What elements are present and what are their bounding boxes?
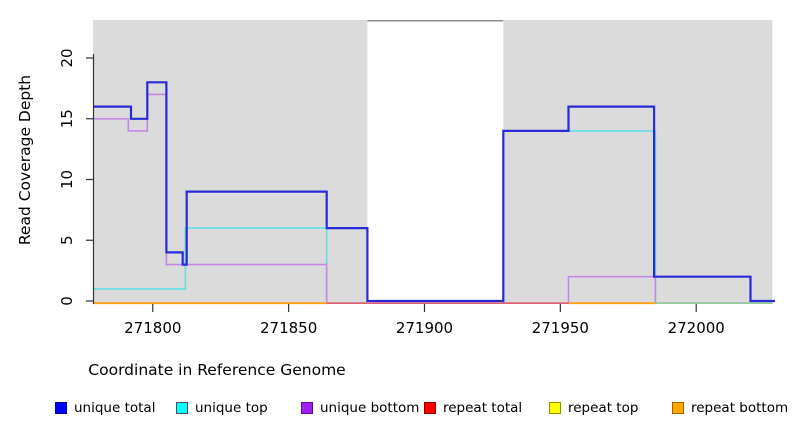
legend-item-repeat-top: repeat top xyxy=(549,399,638,417)
legend-label: unique top xyxy=(195,400,268,416)
series-unique-bottom xyxy=(93,93,773,304)
x-tick-label: 271800 xyxy=(124,319,181,337)
legend-item-unique-bottom: unique bottom xyxy=(301,399,419,417)
legend-swatch-unique-total xyxy=(55,402,67,414)
legend: unique total unique top unique bottom repea… xyxy=(0,399,792,423)
y-tick-label: 5 xyxy=(58,235,76,245)
legend-item-repeat-bottom: repeat bottom xyxy=(672,399,788,417)
legend-label: repeat bottom xyxy=(691,400,789,416)
legend-label: repeat total xyxy=(443,400,523,416)
x-axis-title-text: Coordinate in Reference Genome xyxy=(88,361,346,379)
legend-swatch-unique-bottom xyxy=(301,402,313,414)
legend-swatch-unique-top xyxy=(176,402,188,414)
x-tick-label: 271850 xyxy=(260,319,317,337)
legend-swatch-repeat-total xyxy=(424,402,436,414)
y-tick-label: 15 xyxy=(58,109,76,128)
y-tick-label: 0 xyxy=(58,296,76,306)
x-tick-label: 271950 xyxy=(532,319,589,337)
x-axis-title: Coordinate in Reference Genome xyxy=(0,361,792,379)
y-axis-title-text: Read Coverage Depth xyxy=(16,74,34,246)
series-unique-total xyxy=(93,81,775,303)
legend-item-repeat-total: repeat total xyxy=(424,399,522,417)
y-tick-label: 20 xyxy=(58,48,76,67)
legend-label: unique bottom xyxy=(320,400,420,416)
legend-swatch-repeat-bottom xyxy=(672,402,684,414)
plot-shaded-region-left xyxy=(93,20,368,303)
legend-item-unique-top: unique top xyxy=(176,399,268,417)
legend-label: unique total xyxy=(74,400,156,416)
x-tick-label: 272000 xyxy=(668,319,725,337)
x-tick-label: 271900 xyxy=(396,319,453,337)
legend-swatch-repeat-top xyxy=(549,402,561,414)
plot-shaded-region-right xyxy=(503,20,773,303)
legend-label: repeat top xyxy=(568,400,639,416)
y-tick-label: 10 xyxy=(58,170,76,189)
y-axis-title: Read Coverage Depth xyxy=(16,0,34,245)
legend-item-unique-total: unique total xyxy=(55,399,155,417)
